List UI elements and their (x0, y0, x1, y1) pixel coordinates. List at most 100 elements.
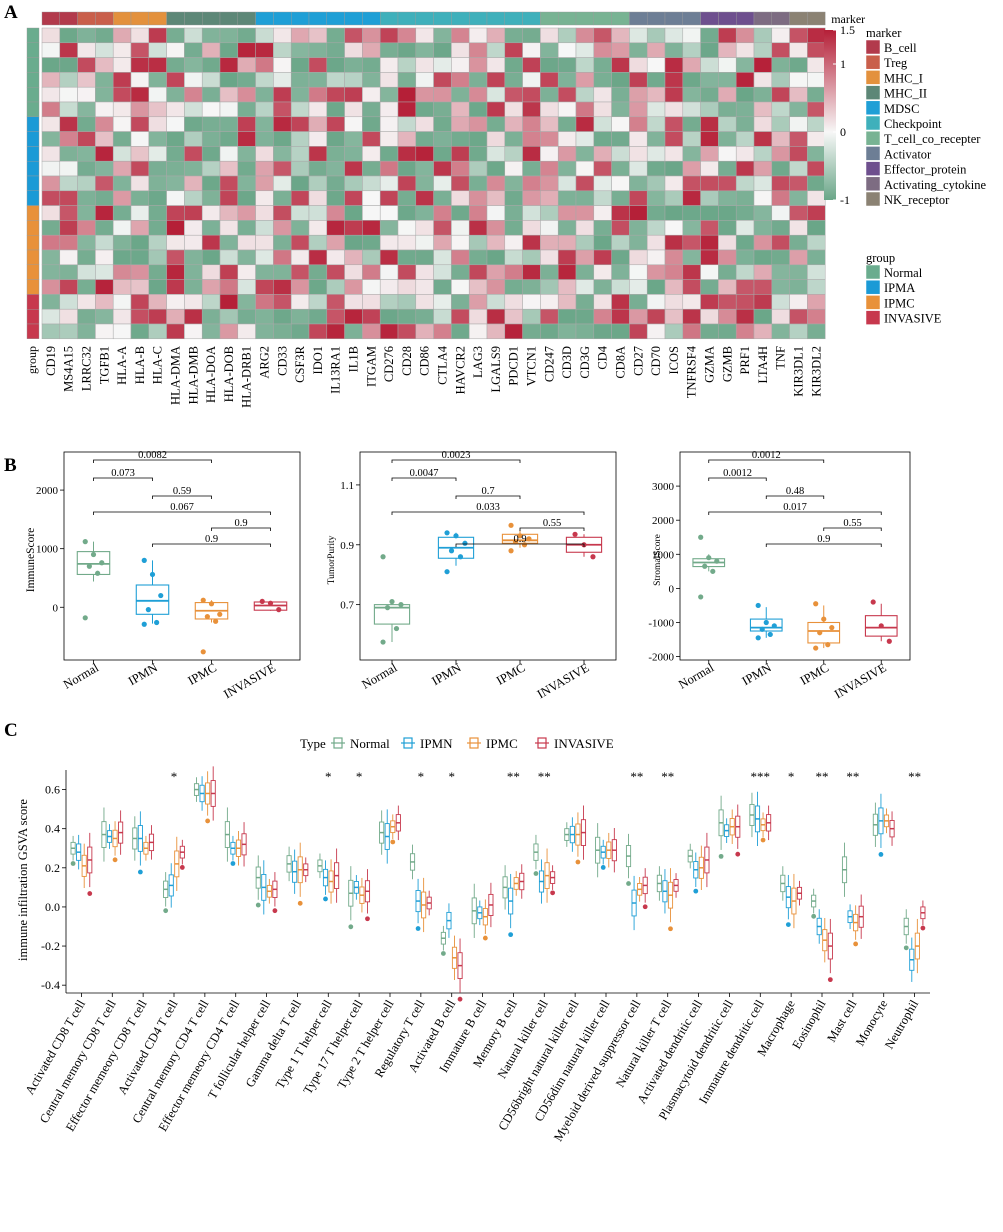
heatmap-cell (77, 249, 96, 266)
heatmap-cell (379, 175, 399, 192)
marker-legend-swatch (865, 176, 881, 192)
heatmap-cell (646, 72, 666, 88)
heatmap-cell (326, 308, 345, 325)
heatmap-cell (646, 323, 666, 340)
comparison-bracket (708, 459, 825, 463)
heatmap-cell (468, 42, 488, 58)
heatmap-cell (326, 264, 345, 280)
heatmap-cell (130, 160, 150, 177)
heatmap-cell (433, 279, 452, 295)
heatmap-cell (593, 160, 612, 177)
group-legend-label: IPMA (884, 281, 915, 295)
plot-frame (359, 451, 617, 661)
heatmap-cell (219, 86, 239, 103)
group-annotation-cell (26, 42, 40, 58)
heatmap-cell (646, 160, 666, 177)
heatmap-cell (255, 190, 274, 206)
heatmap-cell (95, 308, 114, 325)
heatmap-cell (486, 42, 506, 58)
heatmap-cell (219, 220, 239, 236)
marker-annotation-cell (77, 11, 96, 26)
x-tick-label: Normal (359, 660, 400, 691)
heatmap-cell (557, 86, 577, 103)
heatmap-cell (166, 294, 185, 310)
heatmap-cell (629, 72, 648, 88)
heatmap-cell (735, 308, 755, 325)
heatmap-cell (486, 72, 506, 88)
heatmap-cell (735, 146, 755, 162)
heatmap-cell (130, 249, 150, 266)
heatmap-cell (646, 146, 666, 162)
heatmap-cell (41, 175, 61, 192)
heatmap-cell (504, 101, 523, 118)
heatmap-cell (255, 27, 274, 44)
legend-label: IPMC (486, 736, 518, 751)
heatmap-cell (148, 160, 167, 177)
heatmap-cell (646, 264, 666, 280)
heatmap-cell (522, 279, 541, 295)
heatmap-cell (273, 308, 292, 325)
heatmap-cell (789, 175, 808, 192)
heatmap-cell (540, 72, 559, 88)
p-value-label: 0.0047 (410, 468, 439, 479)
boxplot-tumorpurity: 0.7 0.9 1.1 TumorPurity Normal IPMN IPMC INVASI… (327, 450, 617, 701)
heatmap-cell (718, 72, 737, 88)
heatmap-cell (130, 146, 150, 162)
heatmap-cell (308, 249, 328, 266)
heatmap-cell (59, 279, 78, 295)
heatmap-cell (95, 146, 114, 162)
heatmap-cell (326, 220, 345, 236)
heatmap-cell (308, 190, 328, 206)
heatmap-cell (95, 220, 114, 236)
heatmap-cell (664, 175, 684, 192)
box (135, 584, 170, 615)
comparison-bracket (765, 495, 825, 499)
gene-label: KIR3DL2 (809, 346, 823, 397)
heatmap-cell (807, 86, 826, 103)
heatmap-cell (112, 264, 132, 280)
heatmap-cell (237, 27, 256, 44)
heatmap-cell (77, 57, 96, 73)
heatmap-cell (735, 264, 755, 280)
heatmap-cell (77, 175, 96, 192)
heatmap-cell (486, 57, 506, 73)
heatmap-cell (397, 323, 417, 340)
heatmap-cell (326, 72, 345, 88)
heatmap-cell (504, 249, 523, 266)
p-value-label: 0.067 (170, 502, 194, 513)
gene-label: HLA-DMB (186, 346, 200, 404)
heatmap-cell (308, 160, 328, 177)
heatmap-cell (771, 86, 790, 103)
heatmap-cell (379, 86, 399, 103)
heatmap-cell (112, 308, 132, 325)
heatmap-cell (664, 146, 684, 162)
heatmap-cell (646, 57, 666, 73)
heatmap-cell (41, 101, 61, 118)
heatmap-cell (273, 249, 292, 266)
heatmap-cell (290, 27, 310, 44)
heatmap-cell (290, 234, 310, 251)
heatmap-cell (468, 220, 488, 236)
heatmap-cell (486, 160, 506, 177)
heatmap-cell (646, 220, 666, 236)
heatmap-cell (789, 86, 808, 103)
heatmap-cell (77, 308, 96, 325)
heatmap-cell (486, 220, 506, 236)
heatmap-cell (468, 160, 488, 177)
heatmap-cell (700, 86, 719, 103)
significance-label: ** (846, 769, 859, 784)
marker-annotation-cell (700, 11, 719, 26)
outlier-point (348, 924, 354, 930)
heatmap-cell (575, 86, 595, 103)
heatmap-cell (397, 42, 417, 58)
heatmap-cell (611, 27, 630, 44)
gene-label: CD3D (560, 346, 574, 379)
heatmap-cell (646, 308, 666, 325)
heatmap-cell (41, 308, 61, 325)
heatmap-cell (379, 146, 399, 162)
heatmap-cell (148, 131, 167, 147)
heatmap-cell (451, 279, 470, 295)
heatmap-cell (593, 42, 612, 58)
p-value-label: 0.48 (786, 486, 804, 497)
heatmap-cell (219, 308, 239, 325)
